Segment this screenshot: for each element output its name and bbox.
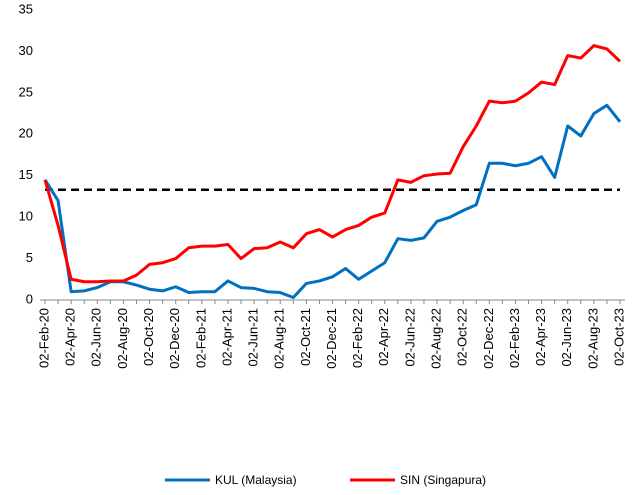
y-tick-label: 30: [19, 43, 33, 58]
x-tick-label: 02-Aug-23: [585, 308, 600, 369]
x-tick-label: 02-Jun-23: [559, 308, 574, 367]
y-tick-label: 20: [19, 126, 33, 141]
y-tick-label: 10: [19, 209, 33, 224]
x-tick-label: 02-Feb-21: [193, 308, 208, 368]
x-tick-label: 02-Dec-21: [324, 308, 339, 369]
series-line: [43, 103, 622, 300]
x-tick-label: 02-Dec-22: [481, 308, 496, 369]
x-tick-label: 02-Aug-22: [428, 308, 443, 369]
x-tick-label: 02-Dec-20: [167, 308, 182, 369]
x-tick-label: 02-Aug-20: [115, 308, 130, 369]
series-line: [43, 44, 622, 284]
x-tick-label: 02-Feb-22: [350, 308, 365, 368]
legend-label: SIN (Singapura): [400, 473, 486, 487]
y-tick-label: 25: [19, 84, 33, 99]
x-tick-label: 02-Oct-22: [455, 308, 470, 366]
x-tick-label: 02-Feb-23: [507, 308, 522, 368]
x-tick-label: 02-Feb-20: [36, 308, 51, 368]
x-tick-label: 02-Oct-23: [611, 308, 626, 366]
y-tick-label: 5: [26, 250, 33, 265]
x-tick-label: 02-Jun-22: [402, 308, 417, 367]
y-tick-label: 15: [19, 167, 33, 182]
x-tick-label: 02-Oct-20: [141, 308, 156, 366]
x-tick-label: 02-Oct-21: [298, 308, 313, 366]
x-tick-label: 02-Apr-21: [219, 308, 234, 366]
legend-label: KUL (Malaysia): [215, 473, 297, 487]
y-tick-label: 35: [19, 1, 33, 16]
x-tick-label: 02-Aug-21: [272, 308, 287, 369]
x-tick-label: 02-Apr-23: [533, 308, 548, 366]
x-tick-label: 02-Apr-22: [376, 308, 391, 366]
x-tick-label: 02-Jun-20: [89, 308, 104, 367]
y-tick-label: 0: [26, 291, 33, 306]
x-tick-label: 02-Jun-21: [246, 308, 261, 367]
x-tick-label: 02-Apr-20: [63, 308, 78, 366]
